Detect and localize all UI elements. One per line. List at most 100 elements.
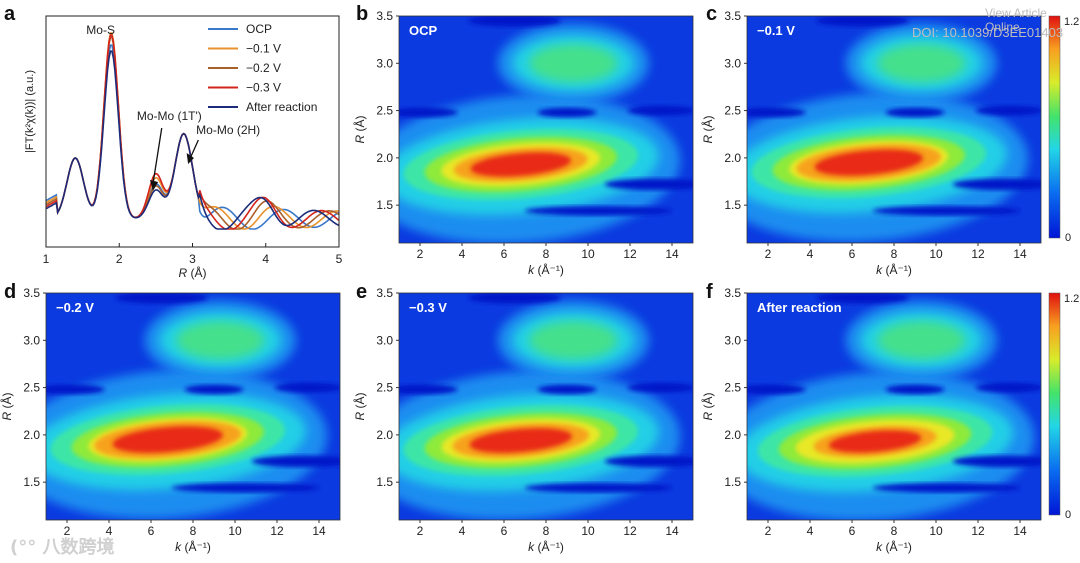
panel-letter-c: c: [706, 3, 717, 25]
x-tick-label: 4: [459, 524, 466, 538]
heat-layer-main-6: [470, 152, 572, 177]
x-axis-label: k (Å⁻¹): [876, 262, 912, 277]
x-tick-label: 2: [417, 524, 424, 538]
heat-streak-1: [604, 178, 693, 191]
y-tick-label: 3.0: [376, 56, 393, 70]
y-tick-label: 3.5: [376, 9, 393, 23]
heat-layer-main-6: [112, 426, 224, 453]
annotation-mo-mo-1t: Mo-Mo (1T'): [137, 109, 202, 123]
series-line-0: [45, 44, 340, 230]
y-tick-label: 3.0: [724, 333, 741, 347]
x-tick-label: 14: [1013, 524, 1027, 538]
heat-streak-3: [885, 107, 945, 118]
heat-streak-4: [274, 382, 340, 393]
y-tick-label: 2.5: [376, 381, 393, 395]
heat-streak-2: [46, 384, 105, 395]
y-tick-label: 1.5: [724, 198, 741, 212]
heatmap-d: [46, 293, 340, 520]
x-tick-label: 8: [891, 524, 898, 538]
annotation-mo-mo-2h: Mo-Mo (2H): [196, 123, 260, 137]
arrowhead-1t: [150, 180, 159, 191]
y-axis-label: R (Å): [0, 392, 14, 420]
panel-letter-f: f: [706, 281, 713, 303]
legend-label-0: OCP: [246, 22, 272, 36]
x-tick-label: 6: [501, 524, 508, 538]
x-tick-label: 10: [581, 524, 595, 538]
legend-label-4: After reaction: [246, 100, 317, 114]
y-tick-label: 2.0: [376, 151, 393, 165]
arrow-1t: [152, 127, 163, 185]
heat-streak-5: [816, 16, 909, 27]
heat-streak-2: [399, 384, 458, 395]
y-axis-label: R (Å): [700, 115, 715, 143]
chart-e: 2 4 6 8 10 12 14 1.5 2.0 2.5 3.0 3.5 k (Å⁻¹) R (Å) −0.…: [352, 286, 694, 554]
y-tick-label: 3.5: [724, 9, 741, 23]
x-tick-label: 12: [971, 524, 985, 538]
x-tick-label: 6: [501, 247, 508, 261]
y-axis-label: R (Å): [700, 392, 715, 420]
x-tick-label: 2: [116, 252, 123, 266]
panel-letter-a: a: [4, 3, 16, 25]
colorbar-min-label: 0: [1065, 509, 1071, 521]
heat-streak-5: [468, 16, 561, 27]
x-axis-label: k (Å⁻¹): [528, 262, 564, 277]
heat-streak-0: [873, 483, 1020, 493]
x-tick-label: 4: [807, 524, 814, 538]
colorbar-max-label: 1.2: [1064, 293, 1079, 305]
heat-layer-main-6: [469, 428, 573, 453]
heat-streak-0: [172, 483, 319, 493]
y-tick-label: 2.0: [724, 151, 741, 165]
x-tick-label: 12: [270, 524, 284, 538]
x-tick-label: 10: [929, 247, 943, 261]
panel-condition-label: OCP: [409, 23, 438, 38]
x-tick-label: 3: [189, 252, 196, 266]
heat-layer-upper-2: [529, 44, 618, 83]
x-tick-label: 4: [459, 247, 466, 261]
x-tick-label: 4: [262, 252, 269, 266]
x-axis-label: k (Å⁻¹): [876, 539, 912, 554]
x-tick-label: 8: [190, 524, 197, 538]
heat-streak-5: [468, 293, 561, 304]
y-tick-label: 1.5: [376, 198, 393, 212]
chart-f: 2 4 6 8 10 12 14 1.5 2.0 2.5 3.0 3.5 k (Å⁻¹) R (Å) Aft…: [700, 286, 1079, 554]
annotation-mo-s: Mo-S: [86, 23, 115, 37]
heatmap-e: [399, 293, 693, 520]
colorbar: [1048, 15, 1061, 239]
heat-streak-3: [537, 384, 597, 395]
panel-letter-d: d: [4, 281, 16, 303]
colorbar: [1048, 292, 1061, 516]
series-line-1: [45, 32, 340, 230]
heat-streak-2: [399, 107, 458, 118]
colorbar-min-label: 0: [1065, 232, 1071, 244]
x-axis-label: k (Å⁻¹): [175, 539, 211, 554]
chart-b: 2 4 6 8 10 12 14 1.5 2.0 2.5 3.0 3.5 k (Å⁻¹) R (Å) OCP: [352, 9, 694, 277]
series-line-2: [45, 36, 340, 230]
x-tick-label: 10: [929, 524, 943, 538]
y-tick-label: 1.5: [376, 475, 393, 489]
arrowhead-2h: [186, 153, 194, 164]
x-axis-label: k (Å⁻¹): [528, 539, 564, 554]
x-tick-label: 14: [665, 247, 679, 261]
y-tick-label: 2.0: [724, 428, 741, 442]
x-tick-label: 1: [43, 252, 50, 266]
heat-streak-5: [115, 293, 208, 304]
brand-watermark: (°° 八数跨境: [10, 537, 115, 558]
y-tick-label: 1.5: [23, 475, 40, 489]
panel-condition-label: −0.3 V: [409, 300, 447, 315]
x-tick-label: 2: [417, 247, 424, 261]
series-line-4: [45, 50, 340, 230]
x-tick-label: 10: [581, 247, 595, 261]
heat-streak-0: [525, 483, 672, 493]
legend-label-3: −0.3 V: [246, 81, 281, 95]
x-tick-label: 6: [148, 524, 155, 538]
heat-streak-5: [816, 293, 909, 304]
panel-condition-label: −0.1 V: [757, 23, 795, 38]
y-tick-label: 2.0: [23, 428, 40, 442]
y-tick-label: 2.5: [23, 381, 40, 395]
x-tick-label: 12: [623, 524, 637, 538]
heat-layer-main-6: [828, 430, 922, 453]
heat-layer-upper-2: [877, 321, 966, 360]
chart-c: 2 4 6 8 10 12 14 1.5 2.0 2.5 3.0 3.5 k (Å⁻¹) R (Å) −0.…: [700, 9, 1079, 277]
x-tick-label: 5: [336, 252, 343, 266]
legend-label-1: −0.1 V: [246, 42, 281, 56]
